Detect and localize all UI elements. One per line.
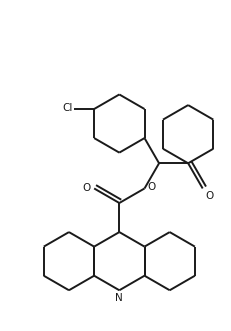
Text: O: O (83, 183, 91, 193)
Text: O: O (148, 182, 156, 192)
Text: O: O (205, 191, 213, 201)
Text: N: N (116, 293, 123, 303)
Text: Cl: Cl (62, 103, 72, 113)
